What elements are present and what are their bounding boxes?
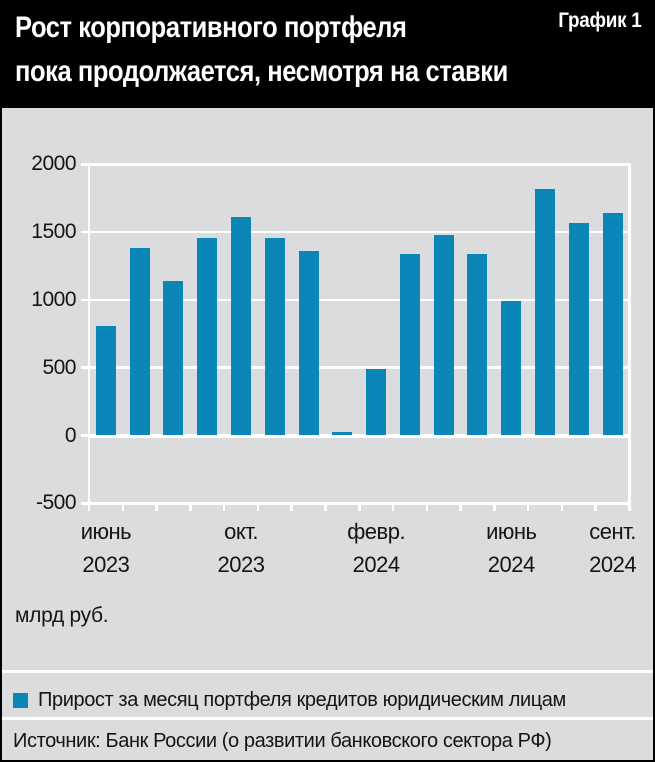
x-axis-tick <box>358 503 361 512</box>
x-axis-label-окт.-2023: окт. 2023 <box>193 515 289 581</box>
y-axis-line <box>87 163 91 512</box>
bar-июнь-2023 <box>95 325 116 436</box>
figure-header: Рост корпоративного портфеля пока продол… <box>2 2 653 108</box>
x-axis-tick <box>425 503 429 512</box>
x-axis-label-февр.-2024: февр. 2024 <box>328 515 424 581</box>
figure-title-line1: Рост корпоративного портфеля <box>15 11 407 44</box>
x-axis-tick <box>526 503 530 512</box>
y-axis-tick <box>81 163 89 166</box>
gridline-y-1000 <box>89 298 630 302</box>
x-axis-tick <box>121 503 125 512</box>
plot-right-border <box>628 163 631 512</box>
y-axis-label: -500 <box>35 491 77 515</box>
bar-апр-2024 <box>433 235 454 436</box>
chart-legend: Прирост за месяц портфеля кредитов юриди… <box>13 686 647 714</box>
x-label-month: окт. <box>224 519 258 544</box>
bar-дек-2023 <box>298 251 319 436</box>
y-axis-label: 1500 <box>31 220 76 244</box>
bar-окт-2023 <box>231 217 252 436</box>
bar-март-2024 <box>399 254 420 436</box>
zero-line-overlay <box>89 435 630 438</box>
x-axis-tick <box>256 503 260 512</box>
x-label-year: 2024 <box>589 552 637 577</box>
y-axis-label: 500 <box>42 355 76 379</box>
x-axis-tick <box>189 503 192 512</box>
bar-февр-2024 <box>366 369 387 436</box>
bar-июнь-2024 <box>501 300 522 436</box>
x-axis-tick <box>290 503 293 512</box>
divider-line <box>2 670 653 673</box>
x-axis-tick <box>222 503 226 512</box>
x-label-year: 2024 <box>487 552 535 577</box>
x-label-month: сент. <box>589 519 636 544</box>
bar-июль-2024 <box>535 188 556 436</box>
bar-авг-2024 <box>568 223 589 436</box>
source-text: Источник: Банк России (о развитии банков… <box>13 729 552 752</box>
gridline-y-500 <box>89 366 630 369</box>
legend-swatch-icon <box>13 693 28 708</box>
y-axis-tick <box>81 230 89 234</box>
x-axis-tick <box>459 503 462 512</box>
x-axis-label-сент.-2024: сент. 2024 <box>565 515 653 581</box>
x-axis-tick <box>391 503 395 512</box>
bar-янв-2024 <box>332 432 353 436</box>
bar-нояб-2023 <box>264 238 285 436</box>
x-axis-tick <box>155 503 158 512</box>
x-label-month: февр. <box>347 519 406 544</box>
x-label-year: 2024 <box>352 552 400 577</box>
x-axis-label-июнь-2024: июнь 2024 <box>463 515 559 581</box>
bar-chart: 2000 1500 1000 500 0 -500 июнь 2023 окт. 2023 февр… <box>2 2 653 657</box>
x-label-year: 2023 <box>217 552 265 577</box>
y-axis-label: 0 <box>64 423 77 447</box>
bar-май-2024 <box>467 254 488 436</box>
x-axis-tick <box>324 503 327 512</box>
bar-сент-2023 <box>197 237 218 436</box>
y-axis-tick <box>81 298 89 302</box>
x-axis-tick <box>493 503 496 512</box>
x-axis-tick <box>594 503 597 512</box>
y-axis-tick <box>81 502 89 505</box>
x-label-month: июнь <box>486 519 537 544</box>
legend-series-label: Прирост за месяц портфеля кредитов юриди… <box>38 688 566 711</box>
graph-number-tag: График 1 <box>558 9 643 32</box>
y-axis-tick <box>81 434 89 437</box>
x-label-month: июнь <box>80 519 132 544</box>
y-axis-label: 1000 <box>31 287 76 311</box>
divider-line <box>2 717 653 720</box>
y-axis-unit-label: млрд руб. <box>15 604 109 627</box>
bar-июль-2023 <box>129 248 150 436</box>
gridline-y-2000 <box>89 163 630 166</box>
x-label-year: 2023 <box>82 552 130 577</box>
source-footer: Источник: Банк России (о развитии банков… <box>13 724 647 758</box>
figure-title-line2: пока продолжается, несмотря на ставки <box>15 55 508 88</box>
gridline-y-1500 <box>89 230 630 234</box>
x-axis-label-июнь-2023: июнь 2023 <box>58 515 154 581</box>
y-axis-tick <box>81 366 89 369</box>
x-axis-tick <box>560 503 564 512</box>
bar-сент-2024 <box>602 213 623 436</box>
bar-авг-2023 <box>163 280 184 436</box>
y-axis-label: 2000 <box>31 152 76 176</box>
